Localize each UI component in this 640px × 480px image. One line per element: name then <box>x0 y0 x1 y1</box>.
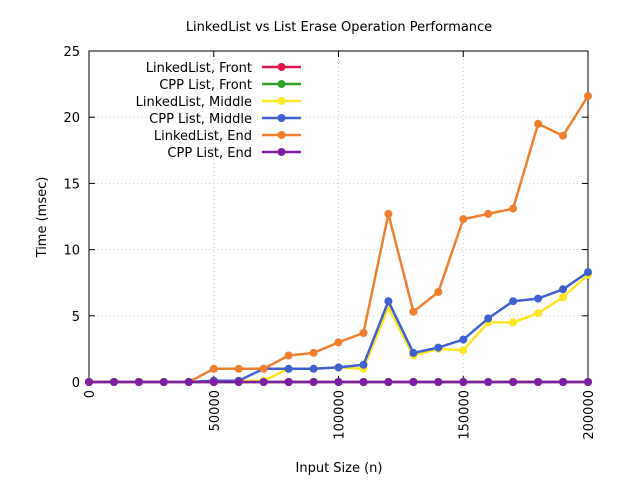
data-point <box>309 348 318 357</box>
y-tick-label: 25 <box>63 45 80 60</box>
legend-entry: CPP List, Front <box>159 78 301 93</box>
x-axis-title: Input Size (n) <box>296 461 383 476</box>
data-point <box>534 294 543 303</box>
legend-entry: LinkedList, Middle <box>136 95 301 110</box>
legend-entry: LinkedList, Front <box>146 61 301 76</box>
legend-swatch-marker <box>277 97 286 105</box>
data-point <box>534 119 543 128</box>
data-point <box>110 378 118 386</box>
data-point <box>434 288 443 296</box>
data-point <box>234 378 243 386</box>
data-point <box>459 335 468 344</box>
data-point <box>159 378 168 386</box>
data-point <box>134 378 143 386</box>
legend-label: LinkedList, End <box>154 129 252 144</box>
data-point <box>359 360 368 369</box>
legend-swatch-marker <box>277 63 286 71</box>
legend-entry: CPP List, End <box>167 146 301 161</box>
data-point <box>459 346 468 355</box>
data-point <box>584 92 592 100</box>
data-point <box>334 363 343 372</box>
legend-label: LinkedList, Middle <box>136 95 252 110</box>
data-point <box>284 351 293 360</box>
data-point <box>409 307 418 316</box>
data-point <box>384 378 393 386</box>
data-point <box>484 209 493 218</box>
y-tick-label: 5 <box>72 310 80 325</box>
data-point <box>284 378 293 386</box>
legend-label: CPP List, End <box>167 146 252 161</box>
legend-swatch-marker <box>277 131 286 139</box>
data-point <box>309 364 318 373</box>
y-tick-label: 15 <box>63 177 80 192</box>
x-tick-label: 150000 <box>457 390 472 440</box>
data-point <box>434 343 443 352</box>
data-point <box>509 297 518 306</box>
series-layer <box>85 92 592 386</box>
data-point <box>459 378 468 386</box>
data-point <box>259 364 268 373</box>
y-tick-label: 10 <box>63 244 80 259</box>
data-point <box>384 209 393 218</box>
data-point <box>409 348 418 357</box>
data-point <box>409 378 418 386</box>
x-tick-label: 50000 <box>208 390 223 431</box>
data-point <box>584 378 592 386</box>
series-5 <box>85 378 592 386</box>
data-point <box>234 364 243 373</box>
chart-title: LinkedList vs List Erase Operation Perfo… <box>186 20 492 35</box>
data-point <box>509 204 518 213</box>
data-point <box>359 329 368 337</box>
data-point <box>559 378 567 386</box>
data-point <box>484 314 493 323</box>
data-point <box>85 378 93 386</box>
data-point <box>509 318 518 327</box>
x-tick-label: 100000 <box>333 390 348 440</box>
x-tick-label: 0 <box>83 390 98 398</box>
legend-label: CPP List, Front <box>159 78 252 93</box>
legend-swatch-marker <box>277 80 286 88</box>
y-axis-title: Time (msec) <box>35 177 50 259</box>
data-point <box>184 378 193 386</box>
data-point <box>584 268 592 277</box>
legend-swatch-marker <box>277 114 286 122</box>
data-point <box>559 285 567 294</box>
data-point <box>534 378 543 386</box>
data-point <box>484 378 493 386</box>
legend-label: CPP List, Middle <box>149 112 252 127</box>
data-point <box>459 215 468 224</box>
data-point <box>209 364 218 373</box>
data-point <box>559 131 567 140</box>
y-tick-label: 0 <box>72 376 80 391</box>
legend-label: LinkedList, Front <box>146 61 252 76</box>
legend-swatch-marker <box>277 148 286 156</box>
data-point <box>259 378 268 386</box>
y-tick-label: 20 <box>63 111 80 126</box>
legend-entry: LinkedList, End <box>154 129 301 144</box>
data-point <box>209 378 218 386</box>
data-point <box>309 378 318 386</box>
legend: LinkedList, Front CPP List, Front LinkedLi… <box>136 61 301 161</box>
legend-entry: CPP List, Middle <box>149 112 301 127</box>
data-point <box>509 378 518 386</box>
data-point <box>434 378 443 386</box>
data-point <box>359 378 368 386</box>
data-point <box>534 309 543 318</box>
data-point <box>559 293 567 302</box>
data-point <box>384 297 393 306</box>
data-point <box>284 364 293 373</box>
x-tick-label: 200000 <box>582 390 597 440</box>
data-point <box>334 338 343 347</box>
data-point <box>334 378 343 386</box>
axis-ticks: 0 5 10 15 20 25 0 50000 100000 150000 200000 <box>63 45 597 440</box>
